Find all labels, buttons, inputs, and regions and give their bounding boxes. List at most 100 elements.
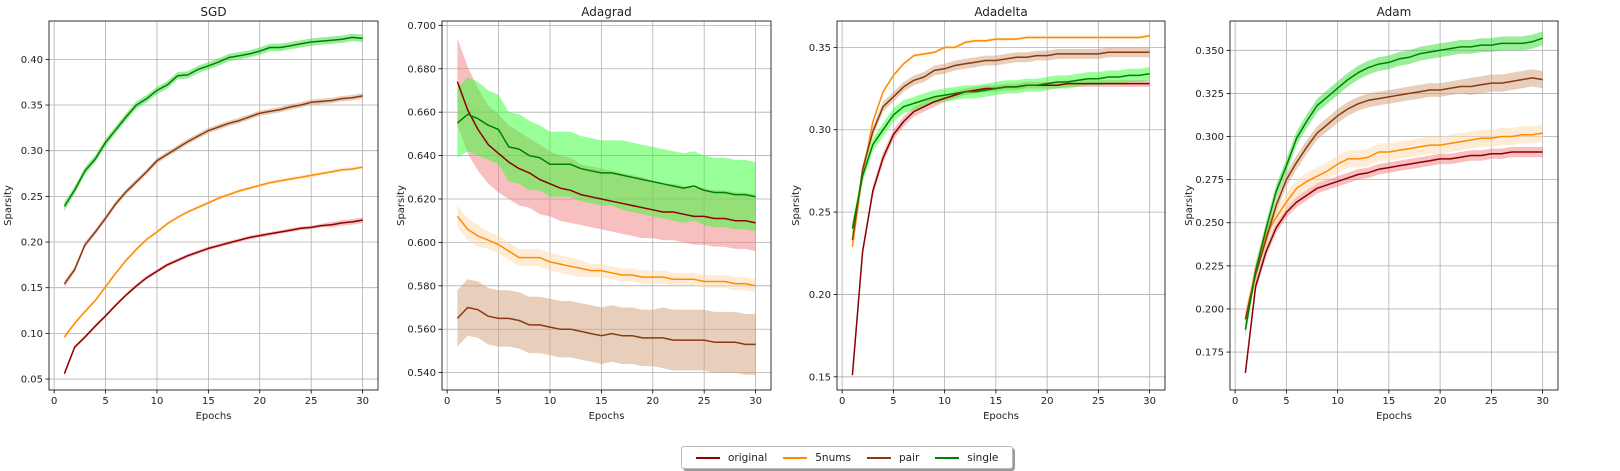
subplot-adadelta: 0 5 10 15 20 25 30 0.15 0.20 0.25 0.30 0.35 Adadelta…: [791, 5, 1166, 422]
x-tick-label: 20: [1041, 396, 1054, 407]
axes-frame: [1229, 20, 1559, 391]
x-tick-label: 20: [253, 396, 266, 407]
x-tick-label: 15: [202, 396, 215, 407]
subplot-title: Adagrad: [581, 5, 632, 19]
band-single: [1245, 31, 1543, 337]
band-original: [64, 217, 363, 377]
x-tick-label: 0: [51, 396, 57, 407]
line-5nums: [456, 215, 756, 287]
x-tick-label: 10: [151, 396, 164, 407]
y-tick-label: 0.20: [21, 238, 43, 249]
y-axis-label: Sparsity: [3, 185, 14, 226]
x-tick-label: 0: [839, 396, 845, 407]
x-tick-label: 0: [1232, 396, 1238, 407]
legend-item-5nums: 5nums: [783, 452, 851, 464]
legend: original 5nums pair single: [681, 446, 1014, 469]
y-tick-label: 0.10: [21, 329, 43, 340]
line-5nums: [851, 35, 1150, 247]
x-tick-label: 25: [1485, 396, 1498, 407]
x-tick-label: 25: [1092, 396, 1105, 407]
y-tick-label: 0.680: [407, 64, 436, 75]
legend-swatch-5nums: [783, 456, 808, 459]
x-tick-label: 30: [356, 396, 369, 407]
legend-label-pair: pair: [898, 451, 920, 464]
y-tick-label: 0.275: [1195, 175, 1224, 186]
line-pair: [1244, 77, 1543, 320]
x-tick-label: 10: [544, 396, 557, 407]
x-tick-label: 25: [305, 396, 318, 407]
legend-label-original: original: [728, 451, 768, 464]
x-tick-label: 15: [1383, 396, 1396, 407]
y-tick-label: 0.540: [407, 368, 436, 379]
line-single: [456, 113, 756, 198]
subplot-adam: 0 5 10 15 20 25 30 0.175 0.200 0.225 0.250 0.275 0.3…: [1184, 5, 1559, 422]
y-tick-label: 0.200: [1195, 304, 1224, 315]
band-5nums: [852, 34, 1150, 251]
line-5nums: [1244, 132, 1543, 320]
y-tick-label: 0.325: [1195, 89, 1224, 100]
y-tick-label: 0.620: [407, 194, 436, 205]
legend-label-5nums: 5nums: [815, 451, 851, 464]
y-tick-label: 0.35: [21, 101, 43, 112]
y-axis-label: Sparsity: [1184, 185, 1195, 226]
line-original: [456, 81, 756, 224]
legend-item-original: original: [696, 452, 767, 464]
y-tick-label: 0.700: [407, 21, 436, 32]
x-tick-label: 5: [102, 396, 108, 407]
subplot-title: Adadelta: [974, 5, 1027, 19]
x-tick-label: 10: [938, 396, 951, 407]
subplot-title: Adam: [1377, 5, 1412, 19]
y-tick-label: 0.250: [1195, 218, 1224, 229]
line-pair: [63, 95, 363, 285]
legend-swatch-single: [935, 456, 960, 459]
y-tick-label: 0.600: [407, 238, 436, 249]
y-axis-label: Sparsity: [396, 185, 407, 226]
x-tick-label: 20: [646, 396, 659, 407]
band-original: [852, 80, 1150, 381]
y-tick-label: 0.15: [809, 372, 831, 383]
axes-frame: [48, 20, 379, 391]
y-tick-label: 0.660: [407, 108, 436, 119]
legend-swatch-pair: [866, 456, 891, 459]
axes-frame: [836, 20, 1166, 391]
line-pair: [456, 306, 756, 346]
band-5nums: [457, 205, 756, 293]
y-tick-label: 0.640: [407, 151, 436, 162]
y-tick-label: 0.25: [809, 208, 831, 219]
line-single: [1244, 37, 1543, 330]
y-tick-label: 0.560: [407, 325, 436, 336]
y-tick-label: 0.580: [407, 281, 436, 292]
x-axis-label: Epochs: [1376, 411, 1412, 422]
y-tick-label: 0.225: [1195, 261, 1224, 272]
y-tick-label: 0.25: [21, 192, 43, 203]
line-5nums: [63, 166, 363, 338]
band-pair: [457, 279, 756, 375]
subplot-adagrad: 0 5 10 15 20 25 30 0.540 0.560 0.580 0.600 0.620 0.6…: [396, 5, 772, 422]
x-tick-label: 30: [1536, 396, 1549, 407]
y-tick-label: 0.15: [21, 283, 43, 294]
x-tick-label: 30: [749, 396, 762, 407]
line-original: [1244, 151, 1543, 373]
band-pair: [64, 93, 363, 288]
band-single: [457, 77, 756, 232]
legend-item-single: single: [935, 452, 998, 464]
axes-frame: [441, 20, 772, 391]
x-tick-label: 5: [890, 396, 896, 407]
y-tick-label: 0.300: [1195, 132, 1224, 143]
x-axis-label: Epochs: [589, 411, 625, 422]
y-tick-label: 0.350: [1195, 46, 1224, 57]
line-single: [63, 36, 363, 207]
line-single: [851, 72, 1150, 229]
y-tick-label: 0.175: [1195, 348, 1224, 359]
legend-swatch-original: [696, 456, 720, 459]
x-tick-label: 15: [990, 396, 1003, 407]
x-tick-label: 30: [1143, 396, 1156, 407]
x-axis-label: Epochs: [983, 411, 1019, 422]
band-single: [64, 33, 363, 211]
x-tick-label: 0: [444, 396, 450, 407]
line-pair: [851, 51, 1150, 241]
subplot-title: SGD: [200, 5, 226, 19]
band-original: [1245, 146, 1543, 378]
x-tick-label: 5: [1283, 396, 1289, 407]
